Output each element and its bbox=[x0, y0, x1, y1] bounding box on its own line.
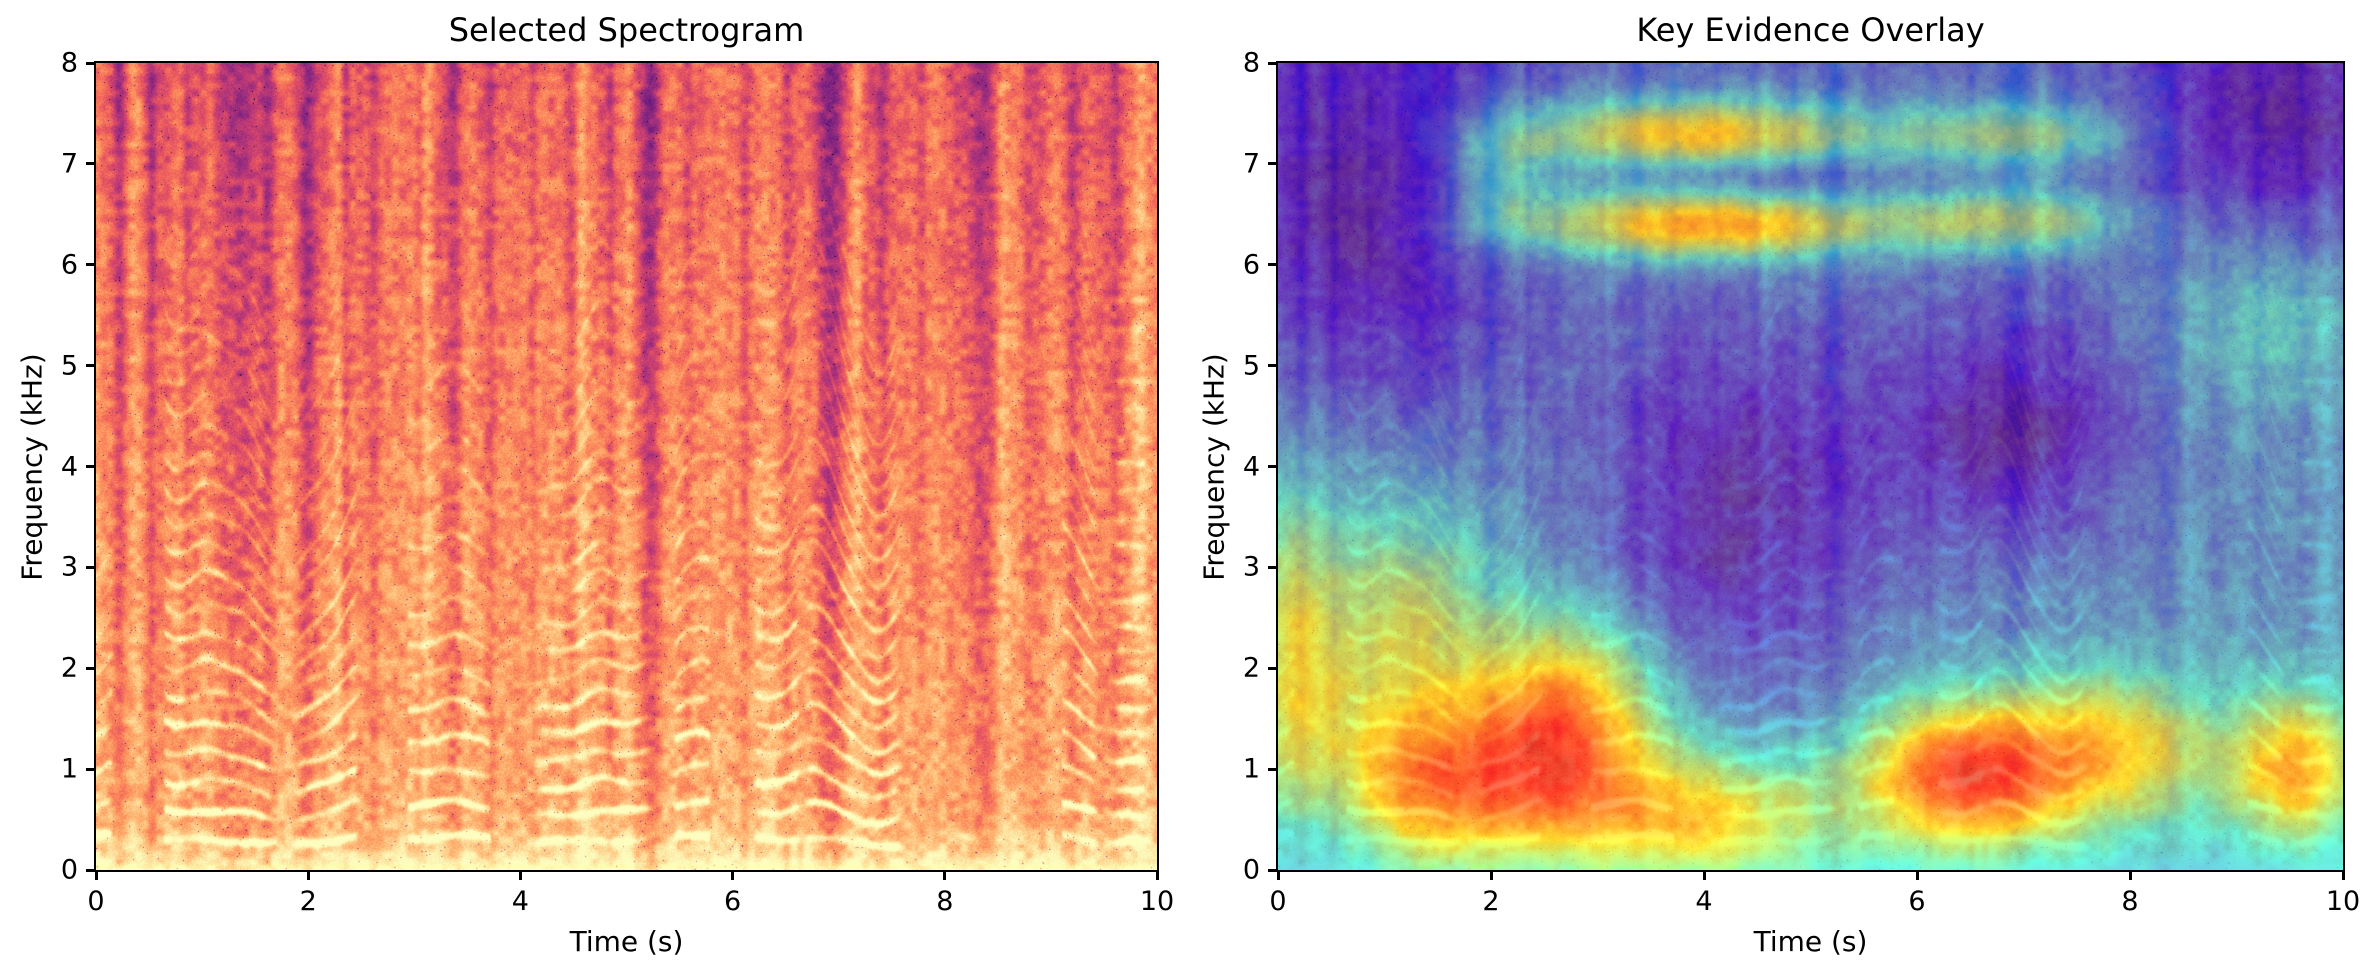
y-tick-label: 1 bbox=[1242, 753, 1260, 785]
y-tick-label: 8 bbox=[60, 47, 78, 79]
x-tick-label: 4 bbox=[1695, 886, 1713, 917]
x-tick-mark bbox=[1489, 870, 1493, 880]
spectrogram-canvas bbox=[96, 63, 1157, 870]
y-tick-label: 2 bbox=[60, 652, 78, 684]
y-tick-mark bbox=[1268, 565, 1278, 569]
x-tick-mark bbox=[1702, 870, 1706, 880]
panel-title-key-evidence-overlay: Key Evidence Overlay bbox=[1636, 11, 1985, 49]
y-axis-label: Frequency (kHz) bbox=[1197, 352, 1231, 581]
y-tick-mark bbox=[86, 61, 96, 65]
x-tick-label: 2 bbox=[1482, 886, 1500, 917]
y-tick-label: 0 bbox=[60, 854, 78, 886]
y-tick-label: 6 bbox=[60, 249, 78, 281]
y-tick-label: 3 bbox=[60, 551, 78, 583]
y-tick-mark bbox=[1268, 263, 1278, 267]
y-tick-label: 7 bbox=[60, 148, 78, 180]
x-tick-mark bbox=[1155, 870, 1159, 880]
x-tick-label: 0 bbox=[1269, 886, 1287, 917]
y-tick-mark bbox=[1268, 767, 1278, 771]
x-axis-label: Time (s) bbox=[1753, 925, 1868, 958]
y-tick-mark bbox=[1268, 868, 1278, 872]
x-tick-mark bbox=[1276, 870, 1280, 880]
y-tick-label: 0 bbox=[1242, 854, 1260, 886]
panel-title-selected-spectrogram: Selected Spectrogram bbox=[448, 11, 805, 49]
overlay-canvas bbox=[1278, 63, 2343, 870]
y-tick-mark bbox=[86, 263, 96, 267]
x-tick-mark bbox=[94, 870, 98, 880]
y-tick-mark bbox=[86, 565, 96, 569]
x-tick-mark bbox=[2128, 870, 2132, 880]
y-tick-mark bbox=[1268, 465, 1278, 468]
x-tick-mark bbox=[2341, 870, 2345, 880]
x-tick-label: 0 bbox=[87, 886, 105, 917]
y-tick-label: 1 bbox=[60, 753, 78, 785]
y-tick-mark bbox=[86, 465, 96, 468]
y-tick-mark bbox=[1268, 162, 1278, 166]
x-tick-label: 10 bbox=[2325, 886, 2361, 917]
x-tick-mark bbox=[943, 870, 947, 880]
y-tick-mark bbox=[1268, 666, 1278, 670]
plot-area-selected-spectrogram: Time (s) Frequency (kHz) 0 2 4 6 8 10 0 1 2 3 4 5 6 7… bbox=[16, 48, 1175, 959]
y-axis-label: Frequency (kHz) bbox=[15, 352, 49, 581]
y-tick-mark bbox=[86, 162, 96, 166]
x-tick-label: 8 bbox=[2121, 886, 2139, 917]
y-tick-mark bbox=[1268, 364, 1278, 368]
y-tick-label: 2 bbox=[1242, 652, 1260, 684]
x-tick-label: 10 bbox=[1139, 886, 1175, 917]
y-tick-mark bbox=[86, 666, 96, 670]
x-tick-label: 6 bbox=[724, 886, 742, 917]
y-tick-label: 5 bbox=[1242, 350, 1260, 382]
x-tick-label: 6 bbox=[1908, 886, 1926, 917]
y-tick-mark bbox=[86, 364, 96, 368]
y-tick-mark bbox=[86, 767, 96, 771]
y-tick-label: 4 bbox=[60, 451, 78, 482]
y-tick-mark bbox=[86, 868, 96, 872]
x-tick-label: 2 bbox=[299, 886, 317, 917]
y-tick-label: 3 bbox=[1242, 551, 1260, 583]
y-tick-label: 5 bbox=[60, 350, 78, 382]
y-tick-label: 7 bbox=[1242, 148, 1260, 180]
x-tick-label: 8 bbox=[936, 886, 954, 917]
plot-area-key-evidence-overlay: Time (s) Frequency (kHz) 0 2 4 6 8 10 0 1 2 3 4 5 6 7… bbox=[1198, 48, 2361, 959]
y-tick-label: 8 bbox=[1242, 47, 1260, 79]
y-tick-label: 6 bbox=[1242, 249, 1260, 281]
x-tick-mark bbox=[1915, 870, 1919, 880]
x-tick-mark bbox=[731, 870, 735, 880]
x-tick-mark bbox=[306, 870, 310, 880]
x-tick-mark bbox=[518, 870, 522, 880]
x-axis-label: Time (s) bbox=[569, 925, 684, 958]
y-tick-mark bbox=[1268, 61, 1278, 65]
y-tick-label: 4 bbox=[1242, 451, 1260, 482]
x-tick-label: 4 bbox=[511, 886, 529, 917]
